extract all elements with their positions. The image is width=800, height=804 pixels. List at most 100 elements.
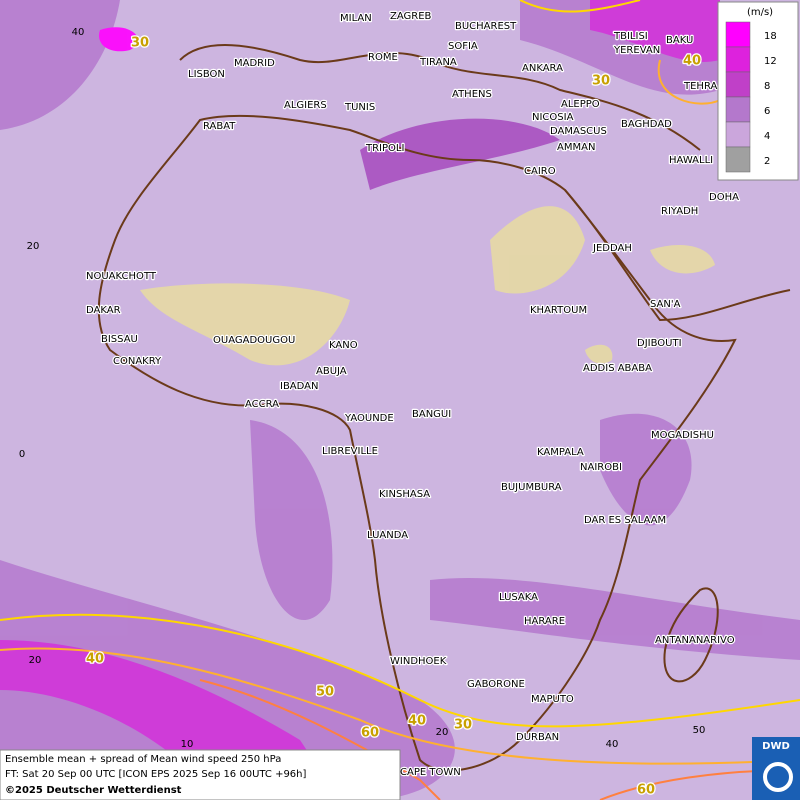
city-label: BANGUI [412,409,451,420]
grid-label: 20 [27,241,40,252]
city-label: ZAGREB [390,11,432,22]
legend-swatch [725,121,751,148]
city-label: CONAKRY [113,356,162,367]
city-label: DURBAN [516,732,559,743]
city-label: RIYADH [661,206,698,217]
city-label: WINDHOEK [390,656,447,667]
city-label: TUNIS [344,102,375,113]
legend-swatch [725,71,751,98]
city-label: ALGIERS [284,100,327,111]
city-label: DOHA [709,192,739,203]
contour-label: 40 [408,714,426,729]
city-label: BISSAU [101,334,138,345]
city-label: ATHENS [452,89,492,100]
city-label: MOGADISHU [651,430,714,441]
legend-label: 18 [764,31,777,42]
city-label: LIBREVILLE [322,446,378,457]
city-label: ANKARA [522,63,563,74]
logo: DWD [752,737,800,800]
city-label: ACCRA [245,399,279,410]
city-label: BAKU [666,35,693,46]
city-label: DAMASCUS [550,126,607,137]
grid-label: 50 [693,725,706,736]
legend-swatch [725,146,751,173]
low-spread [140,206,715,366]
city-label: KHARTOUM [530,305,587,316]
footer-line: ©2025 Deutscher Wetterdienst [5,785,182,796]
grid-label: 20 [436,727,449,738]
contour-label: 30 [131,36,149,51]
footer-line: FT: Sat 20 Sep 00 UTC [ICON EPS 2025 Sep… [5,769,307,780]
city-label: ABUJA [316,366,347,377]
coastlines [97,44,791,772]
city-label: ALEPPO [561,99,600,110]
city-label: MADRID [234,58,275,69]
city-label: CAPE TOWN [400,767,461,778]
legend-label: 12 [764,56,777,67]
contour-label: 30 [592,74,610,89]
city-label: SAN'A [650,299,681,310]
legend-label: 8 [764,81,770,92]
city-label: KINSHASA [379,489,430,500]
city-label: OUAGADOUGOU [213,335,295,346]
legend-swatch [725,96,751,123]
logo-text: DWD [762,741,790,752]
city-label: NICOSIA [532,112,574,123]
city-label: LUSAKA [499,592,538,603]
city-label: NAIROBI [580,462,622,473]
legend-label: 2 [764,156,770,167]
city-label: ROME [368,52,398,63]
contour-label: 40 [683,54,701,69]
city-label: LUANDA [367,530,408,541]
city-label: MAPUTO [531,694,574,705]
city-label: SOFIA [448,41,478,52]
city-label: GABORONE [467,679,525,690]
contour-label: 50 [316,685,334,700]
city-label: TRIPOLI [365,143,404,154]
city-label: TBILISI [613,31,648,42]
city-label: LISBON [188,69,225,80]
legend-label: 4 [764,131,770,142]
legend-swatch [725,46,751,73]
city-label: NOUAKCHOTT [86,271,157,282]
city-label: TIRANA [419,57,457,68]
grid-label: 20 [29,655,42,666]
city-label: BUJUMBURA [501,482,562,493]
city-label: KANO [329,340,358,351]
city-label: CAIRO [524,166,556,177]
footer-line: Ensemble mean + spread of Mean wind spee… [5,754,281,765]
grid-label: 0 [19,449,25,460]
city-label: HARARE [524,616,565,627]
contour-label: 60 [637,783,655,798]
city-label: DJIBOUTI [637,338,682,349]
city-label: TEHRA [683,81,717,92]
city-label: DAKAR [86,305,121,316]
city-label: YAOUNDE [344,413,394,424]
city-label: KAMPALA [537,447,584,458]
legend-label: 6 [764,106,770,117]
city-label: BUCHAREST [455,21,517,32]
legend-swatch [725,21,751,48]
city-label: YEREVAN [613,45,660,56]
grid-label: 40 [606,739,619,750]
contour-label: 30 [454,718,472,733]
contour-label: 40 [86,652,104,667]
city-label: RABAT [203,121,236,132]
city-label: DAR ES SALAAM [584,515,666,526]
legend-unit: (m/s) [747,7,773,18]
city-label: AMMAN [557,142,595,153]
city-label: MILAN [340,13,372,24]
grid-label: 10 [181,739,194,750]
legend: (m/s) 18 12 8 6 4 2 [717,1,799,181]
contour-label: 60 [361,726,379,741]
city-label: HAWALLI [669,155,713,166]
city-label: IBADAN [280,381,319,392]
grid-label: 40 [72,27,85,38]
city-label: ANTANANARIVO [655,635,735,646]
city-label: JEDDAH [592,243,632,254]
city-label: ADDIS ABABA [583,363,652,374]
city-label: BAGHDAD [621,119,672,130]
footer-box [0,749,401,801]
